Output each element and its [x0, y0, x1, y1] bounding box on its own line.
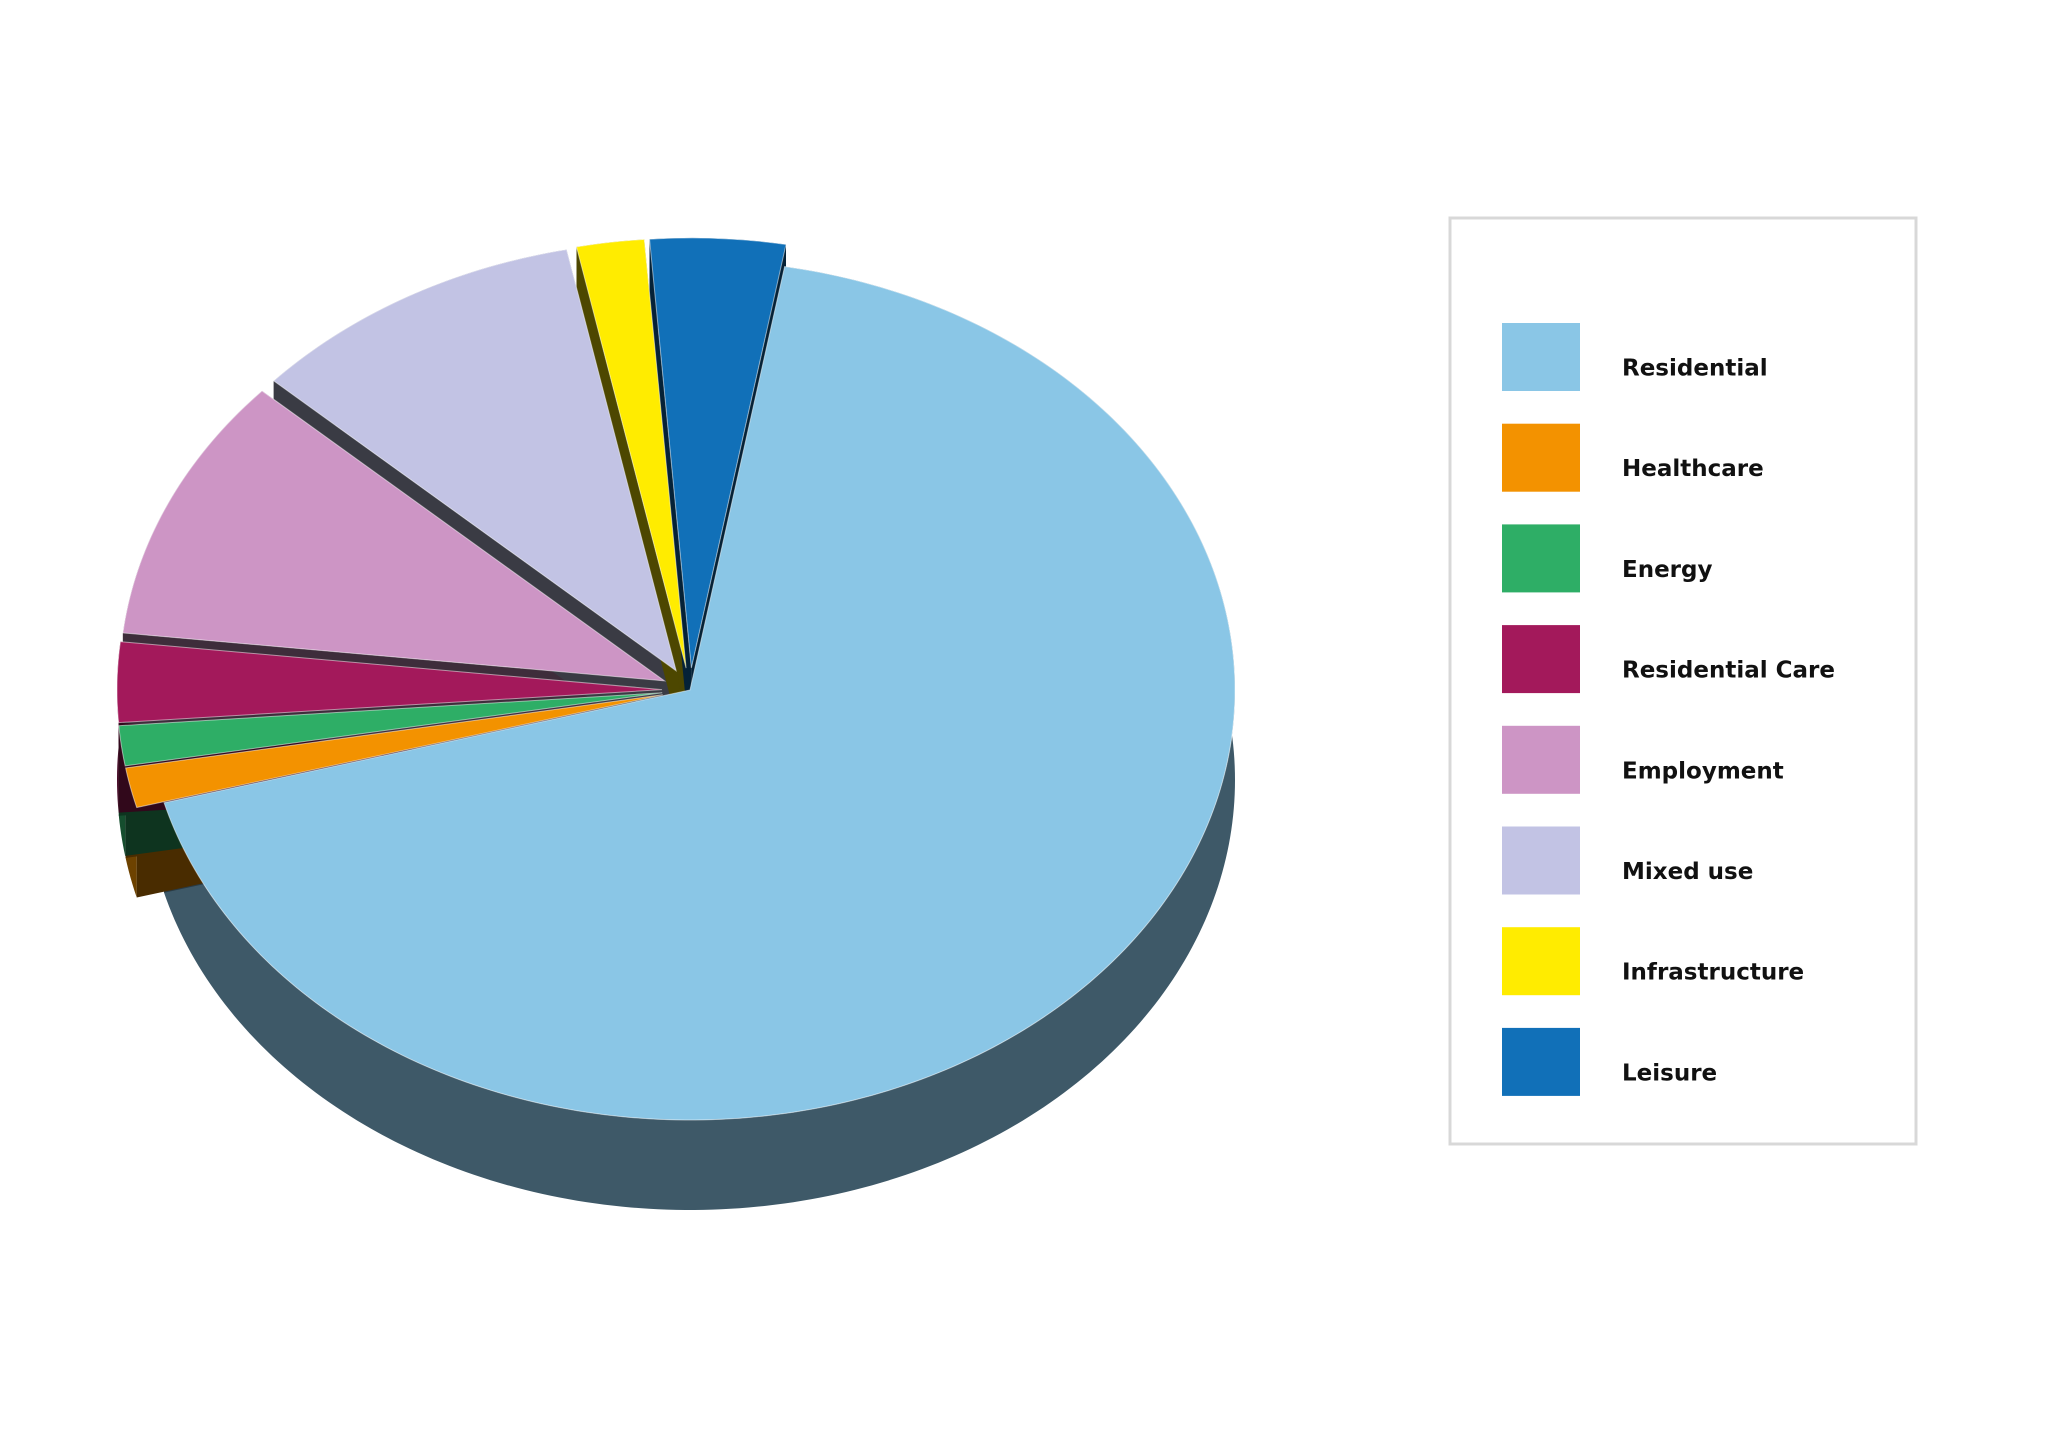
legend-label: Employment	[1622, 758, 1784, 784]
legend-swatch	[1502, 826, 1580, 895]
legend-swatch	[1502, 625, 1580, 694]
slice	[118, 692, 663, 767]
legend-swatch	[1502, 1027, 1580, 1096]
legend-label: Infrastructure	[1622, 960, 1804, 986]
legend-swatch	[1502, 423, 1580, 492]
legend-swatch	[1502, 927, 1580, 996]
slice	[575, 238, 687, 669]
legend-label: Mixed use	[1622, 859, 1753, 885]
slice	[116, 641, 663, 724]
legend-swatch	[1502, 725, 1580, 794]
legend-swatch	[1502, 323, 1580, 391]
legend-swatch	[1502, 524, 1580, 593]
legend-label: Healthcare	[1622, 456, 1764, 482]
slice	[122, 390, 667, 682]
pie	[116, 237, 1236, 1210]
slice	[125, 694, 663, 809]
legend-label: Leisure	[1622, 1060, 1717, 1086]
legend-label: Residential Care	[1622, 658, 1835, 684]
slice	[163, 265, 1236, 1121]
legend-label: Residential	[1622, 356, 1768, 382]
legend-label: Energy	[1622, 557, 1712, 583]
slice	[272, 249, 678, 673]
slice	[649, 237, 787, 669]
legend: Residential Healthcare Energy Residential C…	[1502, 323, 1835, 1096]
